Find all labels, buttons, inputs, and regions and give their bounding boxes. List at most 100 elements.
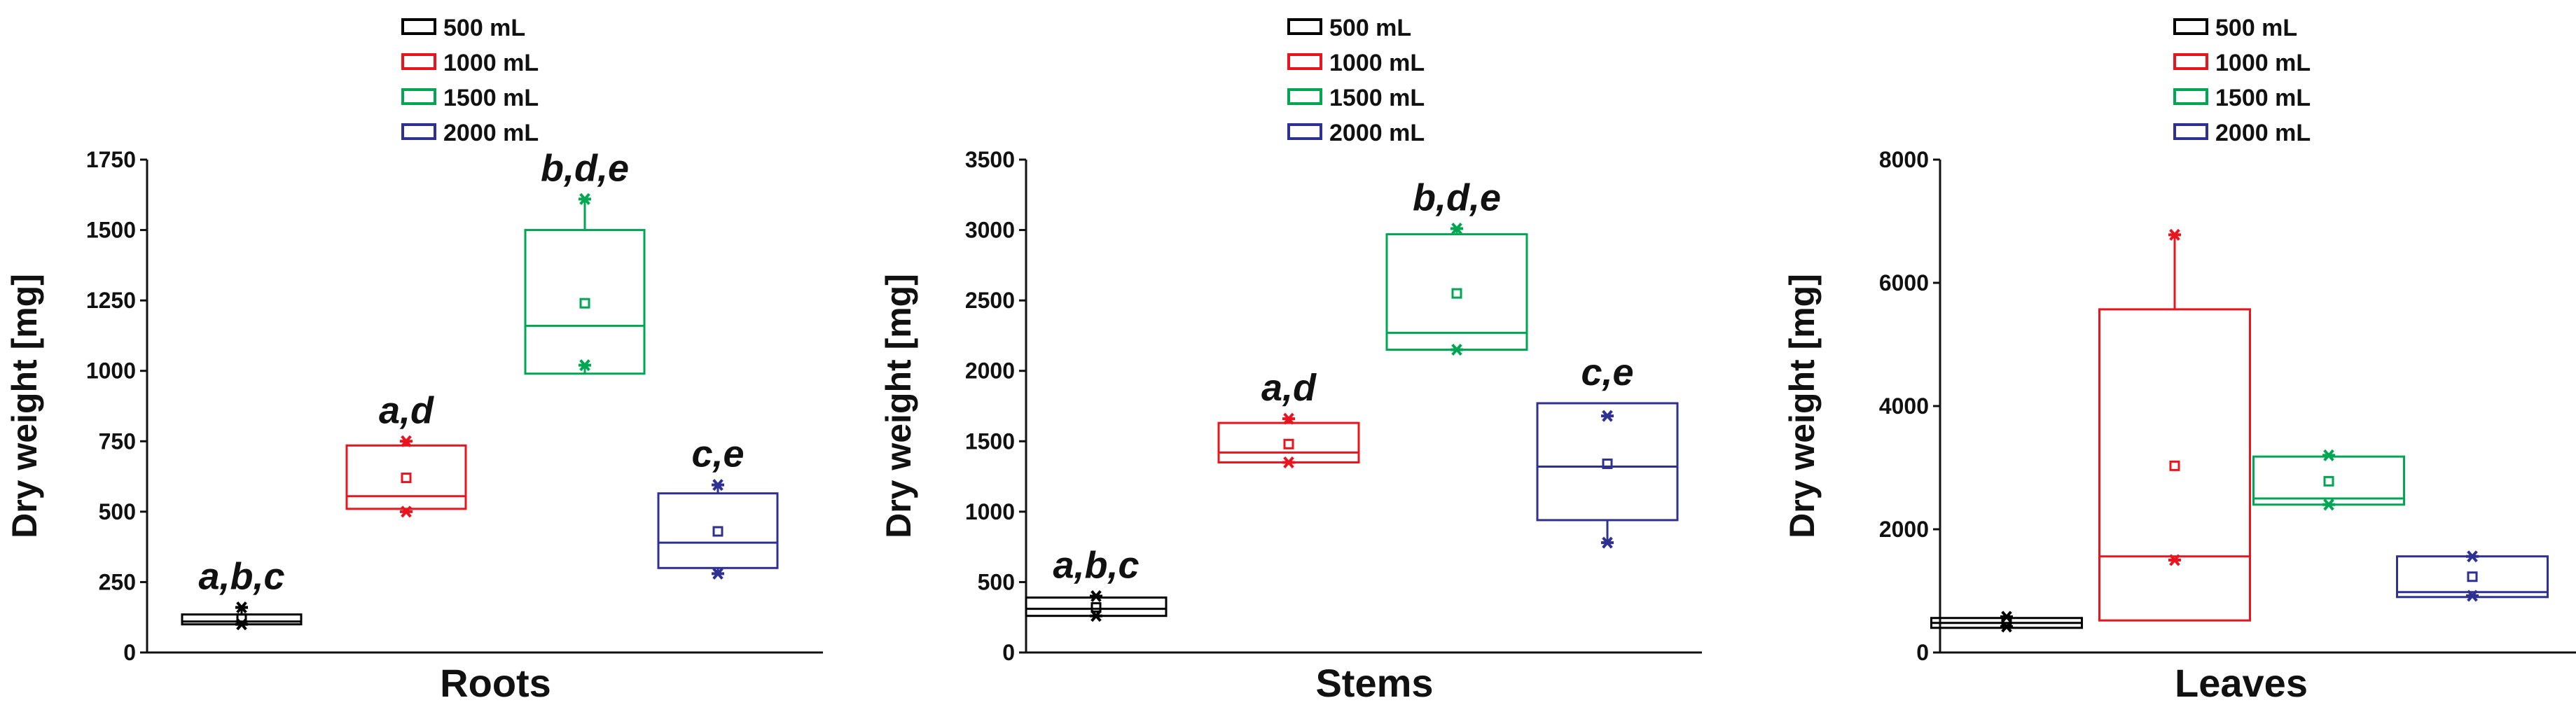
panel-1-series-3-sig-label: b,d,e xyxy=(541,147,629,189)
panel-1-series-4-box xyxy=(657,492,779,569)
panel-3-series-1-point-2-d2 xyxy=(2001,620,2012,633)
panel-2-series-4-point-2-d2 xyxy=(1602,536,1613,549)
panel-3-ytick-label-3: 6000 xyxy=(1879,270,1929,295)
panel-1-legend-swatch-3 xyxy=(401,88,436,105)
panel-2-series-1-point-1 xyxy=(1090,590,1102,603)
panel-1-series-2-point-1 xyxy=(400,435,413,447)
panel-1-series-1-sig-label: a,b,c xyxy=(198,556,284,598)
panel-3-legend-label-4: 2000 mL xyxy=(2215,120,2311,146)
panel-2-legend-label-2: 1000 mL xyxy=(1329,50,1425,76)
panel-2-ytick-label-3: 1500 xyxy=(965,428,1015,454)
panel-3-series-3-point-2-d2 xyxy=(2323,498,2334,511)
panel-1-x-label: Roots xyxy=(440,661,551,705)
panel-2-legend-swatch-3 xyxy=(1287,88,1322,105)
panel-2-series-3-mean xyxy=(1451,288,1462,299)
panel-2-legend-swatch-4 xyxy=(1287,123,1322,140)
panel-2-series-4-point-1 xyxy=(1601,410,1614,422)
panel-1-series-2-box xyxy=(345,444,467,510)
panel-1-series-4-sig-label: c,e xyxy=(691,433,744,475)
panel-2-series-1-mean xyxy=(1090,602,1102,613)
panel-1-series-4-mean xyxy=(712,526,723,537)
panel-1-series-2-point-2 xyxy=(400,505,413,518)
panel-2-ytick-label-4: 2000 xyxy=(965,358,1015,384)
panel-2-legend-label-3: 1500 mL xyxy=(1329,85,1425,111)
panel-2-series-2-sig-label: a,d xyxy=(1261,367,1317,409)
panel-2-series-1-point-2-d2 xyxy=(1090,610,1102,622)
panel-3-series-4-point-2 xyxy=(2466,589,2479,602)
panel-1-series-1-point-2 xyxy=(235,618,248,631)
panel-3-series-3-mean xyxy=(2323,475,2334,487)
panel-1-series-4-point-2-d2 xyxy=(712,567,723,580)
panel-3-ytick-label-0: 0 xyxy=(1916,640,1929,665)
panel-2-series-2-mean xyxy=(1283,438,1294,449)
panel-1-series-2-sig-label: a,d xyxy=(379,389,434,431)
panel-1-series-3-point-2-d2 xyxy=(579,359,590,372)
panel-2-series-1-point-1-d2 xyxy=(1090,590,1102,603)
panel-2-series-4-point-1-d2 xyxy=(1602,410,1613,422)
panel-3-ytick-label-2: 4000 xyxy=(1879,393,1929,419)
panel-2-series-4-sig-label: c,e xyxy=(1581,351,1633,393)
panel-2-legend-label-1: 500 mL xyxy=(1329,15,1411,41)
panel-3-series-1-point-2 xyxy=(2000,620,2013,633)
panel-3-series-4-mean xyxy=(2467,571,2478,582)
panel-1-series-1-point-1 xyxy=(235,601,248,614)
panel-1-legend-label-2: 1000 mL xyxy=(443,50,539,76)
panel-1-series-3-point-2 xyxy=(579,359,591,372)
panel-2-legend-label-4: 2000 mL xyxy=(1329,120,1425,146)
panel-3-series-2-mean xyxy=(2169,460,2180,471)
panel-1-ytick-label-5: 1250 xyxy=(86,288,136,313)
panel-2-y-title: Dry weight [mg] xyxy=(879,274,918,538)
panel-2-ytick-label-1: 500 xyxy=(978,569,1015,594)
panel-2-legend-swatch-2 xyxy=(1287,53,1322,70)
panel-1-legend-label-4: 2000 mL xyxy=(443,120,539,146)
panel-1-legend-swatch-4 xyxy=(401,123,436,140)
panel-2-series-2-point-2-d2 xyxy=(1283,456,1294,468)
panel-1-ytick-label-1: 250 xyxy=(99,569,136,594)
panel-2-series-1-point-2 xyxy=(1090,610,1102,622)
panel-3-series-1-point-1 xyxy=(2000,610,2013,623)
panel-2-series-2-point-2 xyxy=(1282,456,1295,468)
panel-3-legend-label-3: 1500 mL xyxy=(2215,85,2311,111)
panel-1-series-3-mean xyxy=(579,298,590,309)
panel-2-legend-swatch-1 xyxy=(1287,18,1322,35)
panel-2-series-3-point-2 xyxy=(1450,344,1463,356)
panel-1-series-2-point-2-d2 xyxy=(401,505,412,518)
panel-1-legend-swatch-1 xyxy=(401,18,436,35)
panel-3-series-2-point-2-d2 xyxy=(2169,554,2180,566)
panel-3-legend-swatch-4 xyxy=(2173,123,2208,140)
panel-3-legend-label-2: 1000 mL xyxy=(2215,50,2311,76)
panel-2-series-1-sig-label: a,b,c xyxy=(1053,545,1139,587)
panel-1-ytick-label-2: 500 xyxy=(99,499,136,524)
panel-1-legend-swatch-2 xyxy=(401,53,436,70)
panel-2-series-3-point-1-d2 xyxy=(1451,223,1462,235)
panel-1-series-1-point-2-d2 xyxy=(236,618,247,631)
panel-2-ytick-label-6: 3000 xyxy=(965,218,1015,243)
panel-3-y-title: Dry weight [mg] xyxy=(1782,274,1822,538)
panel-1-ytick-label-7: 1750 xyxy=(86,147,136,172)
panel-2-series-2-point-1-d2 xyxy=(1283,412,1294,425)
panel-1-ytick-label-4: 1000 xyxy=(86,358,136,384)
panel-2-series-3-sig-label: b,d,e xyxy=(1413,177,1501,219)
panel-3-legend-swatch-2 xyxy=(2173,53,2208,70)
panel-3-legend-swatch-1 xyxy=(2173,18,2208,35)
panel-2-x-label: Stems xyxy=(1315,661,1433,705)
panel-3-series-3-point-2 xyxy=(2322,498,2335,511)
panel-1-series-2-mean xyxy=(401,473,412,484)
panel-3-series-2-box xyxy=(2098,308,2251,622)
panel-1-legend-label-1: 500 mL xyxy=(443,15,525,41)
panel-1-series-4-point-2 xyxy=(712,567,724,580)
panel-3-series-4-point-1-d2 xyxy=(2467,550,2478,563)
panel-3-series-4-box xyxy=(2396,555,2549,599)
panel-3-legend-label-1: 500 mL xyxy=(2215,15,2297,41)
panel-2-series-3-point-2-d2 xyxy=(1451,344,1462,356)
panel-2-series-4-mean xyxy=(1602,458,1613,469)
panel-1-series-3-box xyxy=(524,229,646,375)
panel-2-ytick-label-7: 3500 xyxy=(965,147,1015,172)
panel-3-series-2-point-1-d2 xyxy=(2169,228,2180,241)
panel-3-series-1-point-1-d2 xyxy=(2001,610,2012,623)
panel-1-series-1-point-1-d2 xyxy=(236,601,247,614)
panel-3-ytick-label-1: 2000 xyxy=(1879,517,1929,542)
panel-1-ytick-label-0: 0 xyxy=(123,640,136,665)
panel-2-series-2-box xyxy=(1217,421,1360,463)
